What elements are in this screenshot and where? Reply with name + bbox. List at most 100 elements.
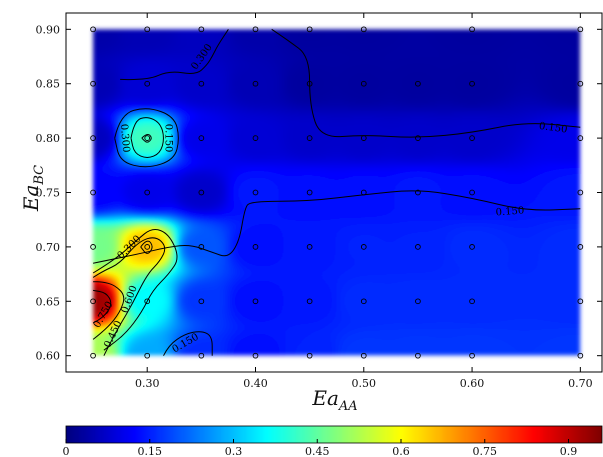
sample-marker — [577, 26, 584, 33]
contour-label: 0.150 — [538, 121, 568, 136]
sample-marker — [360, 298, 367, 305]
contour-line-0-150 — [271, 28, 581, 138]
y-tick-label: 0.65 — [36, 295, 61, 308]
sample-marker — [252, 189, 259, 196]
sample-marker — [306, 298, 313, 305]
sample-marker — [360, 80, 367, 87]
sample-marker — [144, 298, 151, 305]
sample-marker — [252, 80, 259, 87]
sample-marker — [144, 135, 151, 141]
x-tick-label: 0.60 — [460, 377, 485, 390]
contour-line-0-150 — [93, 190, 581, 264]
contour-label: 0.150 — [495, 206, 524, 219]
sample-marker — [252, 352, 259, 359]
sample-marker — [415, 244, 421, 250]
sample-marker — [415, 298, 421, 305]
colorbar-tick-label: 0.3 — [225, 445, 243, 457]
sample-marker — [360, 135, 367, 141]
heatmap-surface — [93, 29, 581, 356]
sample-marker — [360, 26, 367, 33]
sample-marker — [469, 298, 475, 305]
sample-marker — [198, 189, 205, 196]
contour-line-0-150 — [120, 29, 229, 81]
sample-marker — [360, 352, 367, 359]
contour-line-0-600 — [140, 240, 153, 254]
sample-marker — [198, 26, 205, 33]
sample-marker — [90, 189, 96, 196]
y-axis-label: EaBC — [19, 165, 47, 212]
sample-marker — [306, 244, 313, 250]
sample-marker — [469, 26, 475, 33]
contour-line-0-300 — [92, 229, 178, 351]
sample-marker — [306, 189, 313, 196]
colorbar-tick-label: 0.9 — [560, 445, 578, 457]
sample-marker — [144, 244, 151, 250]
contour-line-0-150 — [114, 108, 179, 168]
x-tick-label: 0.40 — [243, 377, 268, 390]
sample-marker — [469, 244, 475, 250]
contour-line-0-150 — [163, 331, 213, 356]
sample-marker — [577, 189, 584, 196]
y-tick-label: 0.85 — [36, 78, 61, 91]
colorbar-tick-label: 0.6 — [392, 445, 410, 457]
y-tick-label: 0.60 — [36, 350, 61, 363]
y-tick-label: 0.70 — [36, 241, 61, 254]
axis-ticks: 0.30 0.40 0.50 0.60 0.70 0.60 0.65 0.70 0.75 0.80… — [36, 13, 602, 390]
sample-marker — [144, 352, 151, 359]
contour-label: 0.300 — [118, 123, 131, 152]
x-axis-label: EaAA — [311, 386, 357, 414]
x-tick-label: 0.70 — [568, 377, 593, 390]
heatmap-image — [93, 29, 581, 356]
colorbar-frame — [65, 425, 603, 444]
sample-marker — [306, 80, 313, 87]
x-tick-label: 0.50 — [352, 377, 377, 390]
sample-marker — [415, 352, 421, 359]
sample-marker — [469, 135, 475, 141]
sample-marker — [415, 80, 421, 87]
sample-marker — [577, 244, 584, 250]
contour-lines — [92, 28, 581, 356]
sample-markers — [90, 26, 584, 359]
sample-marker — [252, 26, 259, 33]
sample-marker — [415, 135, 421, 141]
sample-marker — [144, 189, 151, 196]
sample-marker — [306, 135, 313, 141]
sample-marker — [198, 298, 205, 305]
sample-marker — [252, 244, 259, 250]
contour-line-0-750 — [141, 134, 152, 143]
sample-marker — [469, 80, 475, 87]
sample-marker — [198, 80, 205, 87]
sample-marker — [469, 352, 475, 359]
sample-marker — [306, 26, 313, 33]
x-tick-label: 0.30 — [135, 377, 160, 390]
colorbar: 0 0.15 0.3 0.45 0.6 0.75 0.9 — [63, 425, 603, 457]
sample-marker — [360, 244, 367, 250]
sample-marker — [577, 80, 584, 87]
sample-marker — [306, 352, 313, 359]
sample-marker — [198, 135, 205, 141]
contour-line-0-600 — [92, 281, 125, 340]
colorbar-ticks: 0 0.15 0.3 0.45 0.6 0.75 0.9 — [63, 439, 578, 457]
sample-marker — [577, 352, 584, 359]
sample-marker — [144, 26, 151, 33]
colorbar-gradient — [66, 426, 602, 443]
sample-marker — [198, 352, 205, 359]
y-tick-label: 0.90 — [36, 23, 61, 36]
contour-line-0-450 — [92, 237, 166, 356]
sample-marker — [252, 298, 259, 305]
y-tick-label: 0.80 — [36, 132, 61, 145]
y-tick-label: 0.75 — [36, 187, 61, 200]
sample-marker — [144, 80, 151, 87]
sample-marker — [577, 135, 584, 141]
colorbar-tick-label: 0.75 — [473, 445, 498, 457]
sample-marker — [415, 189, 421, 196]
sample-marker — [90, 298, 96, 305]
sample-marker — [90, 26, 96, 33]
contour-line-0-750 — [92, 289, 112, 324]
sample-marker — [360, 189, 367, 196]
sample-marker — [90, 80, 96, 87]
sample-marker — [90, 244, 96, 250]
colorbar-tick-label: 0 — [63, 445, 70, 457]
sample-marker — [198, 244, 205, 250]
